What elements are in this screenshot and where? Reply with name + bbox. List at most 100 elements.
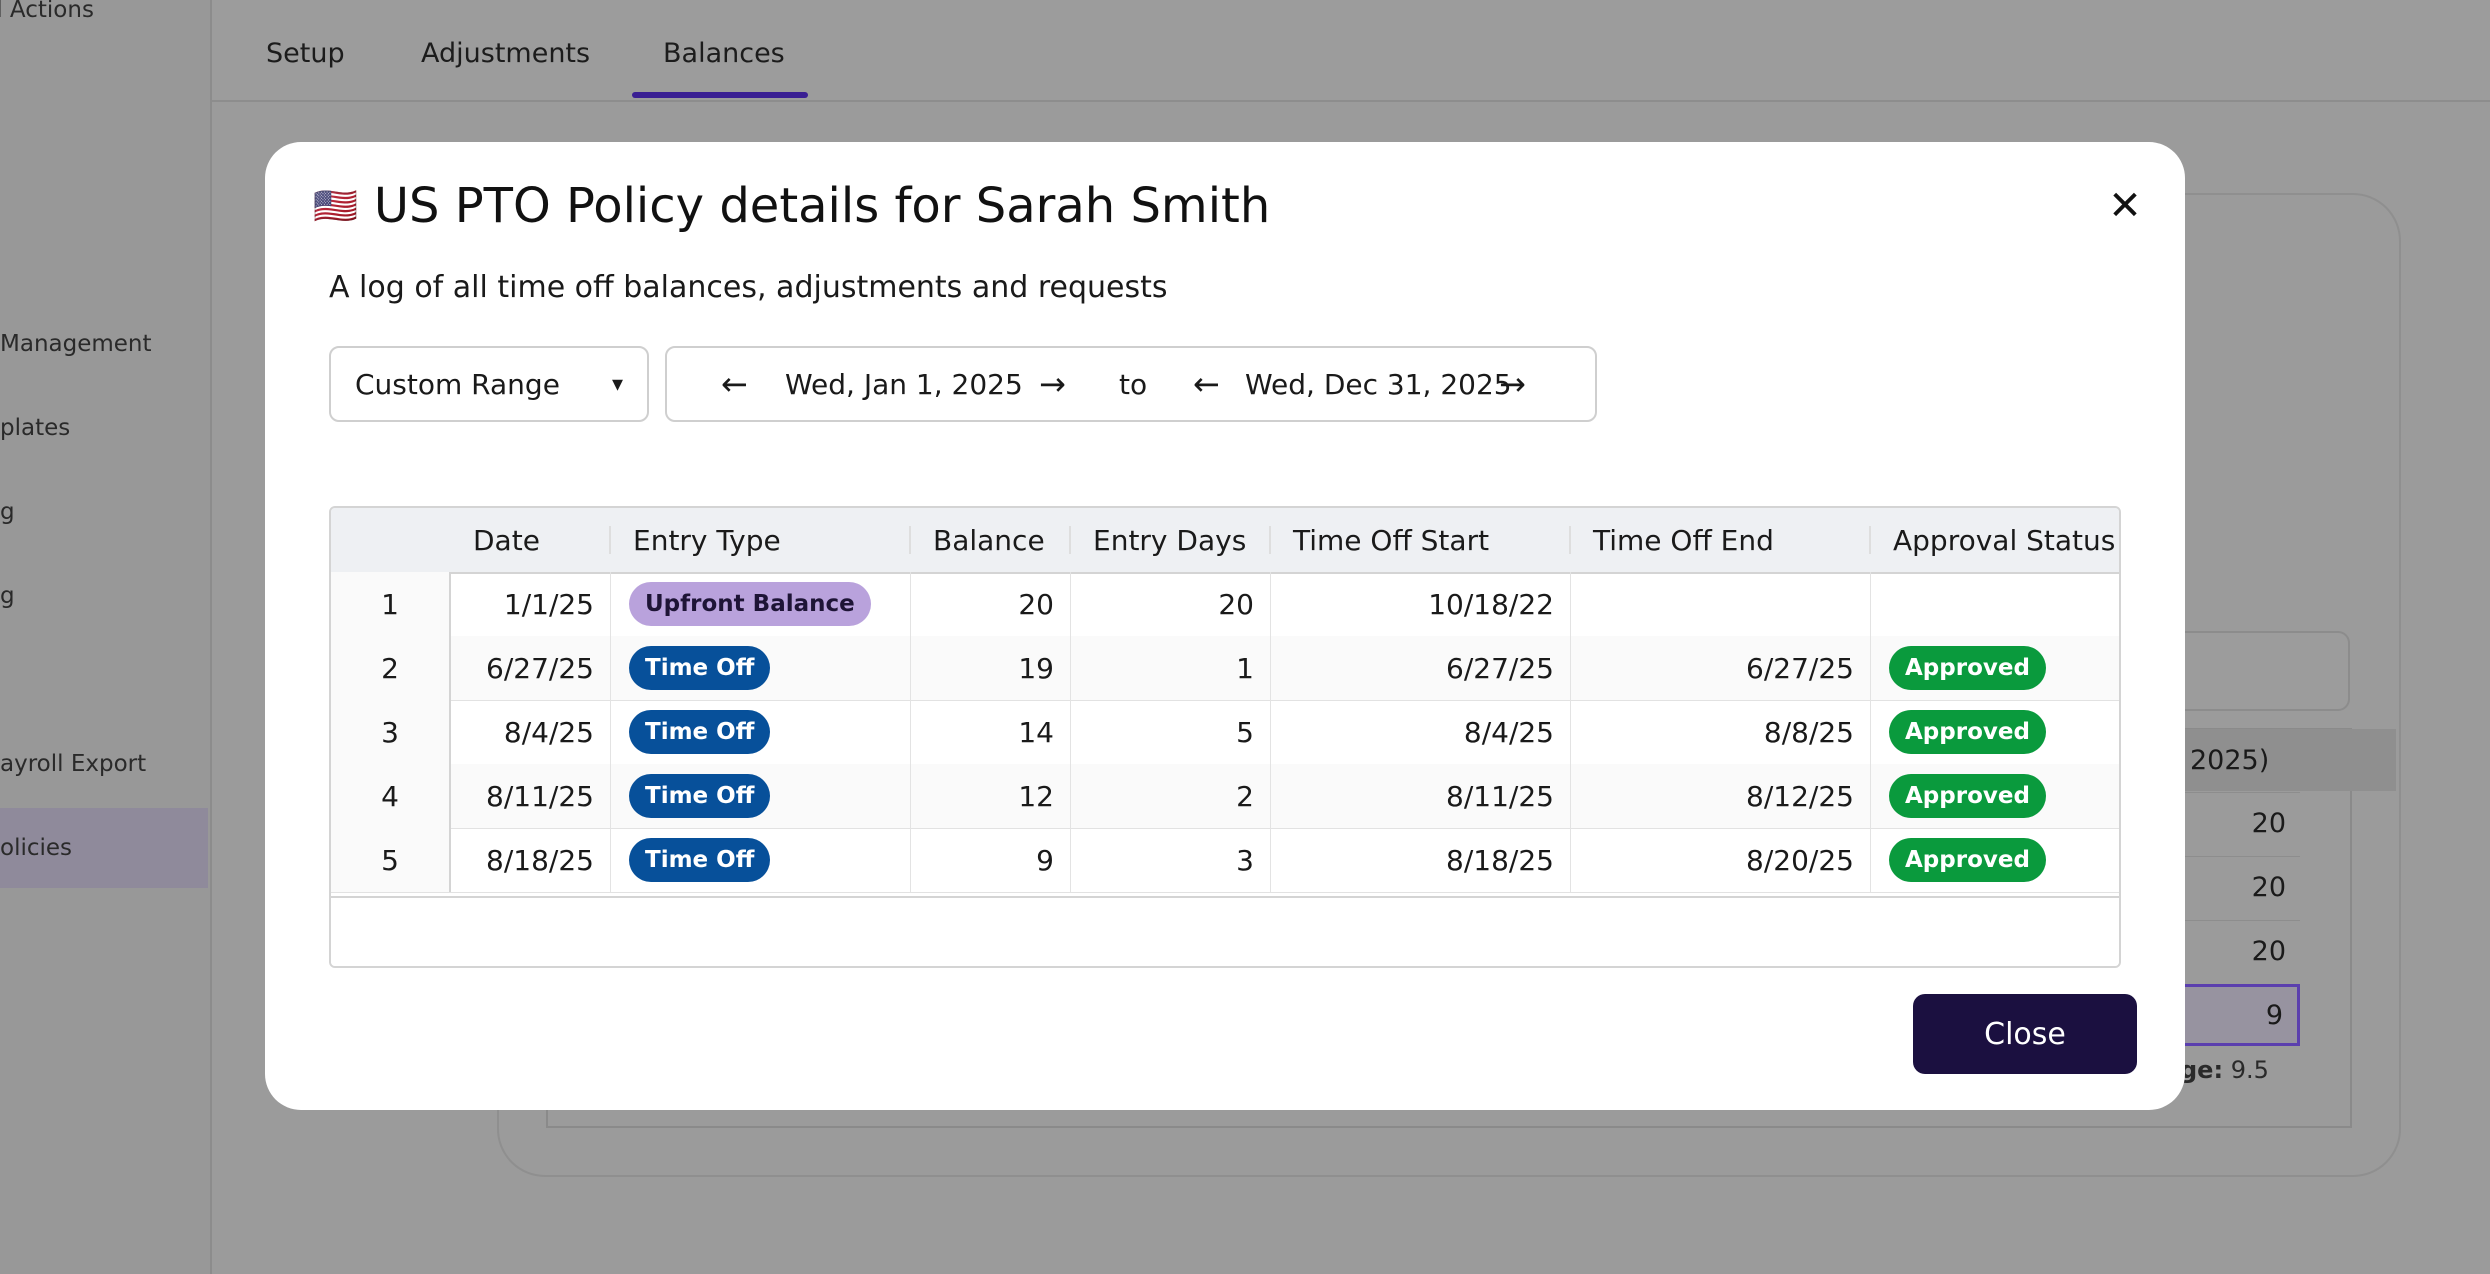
average-value: 9.5	[2230, 1056, 2269, 1084]
approval-status-cell[interactable]: Approved	[1871, 700, 2119, 764]
row-index: 4	[331, 764, 451, 828]
start-date[interactable]: Wed, Jan 1, 2025	[785, 367, 1023, 401]
entry-days-cell[interactable]: 1	[1071, 636, 1271, 700]
upfront-balance-badge: Upfront Balance	[629, 582, 871, 626]
close-button[interactable]: Close	[1913, 994, 2137, 1074]
entry-days-cell[interactable]: 3	[1071, 828, 1271, 892]
row-index: 3	[331, 700, 451, 764]
approved-badge: Approved	[1889, 710, 2046, 754]
entry-days-cell[interactable]: 20	[1071, 572, 1271, 636]
time-off-start-cell[interactable]: 8/18/25	[1271, 828, 1571, 892]
entry-type-cell[interactable]: Upfront Balance	[611, 572, 911, 636]
start-next-arrow-icon[interactable]: →	[1039, 365, 1066, 403]
tab-balances[interactable]: Balances	[663, 38, 785, 69]
approved-badge: Approved	[1889, 838, 2046, 882]
approved-badge: Approved	[1889, 646, 2046, 690]
approval-status-cell[interactable]: Approved	[1871, 828, 2119, 892]
balance-cell[interactable]: 9	[911, 828, 1071, 892]
time-off-end-cell[interactable]: 8/20/25	[1571, 828, 1871, 892]
column-header-date[interactable]: Date	[473, 523, 540, 557]
time-off-end-cell[interactable]: 6/27/25	[1571, 636, 1871, 700]
table-header: Date Entry Type Balance Entry Days Time …	[331, 508, 2119, 574]
active-tab-indicator	[632, 92, 808, 98]
sidebar-item-g2[interactable]: g	[0, 556, 208, 636]
date-cell[interactable]: 8/4/25	[451, 700, 611, 764]
column-divider	[1869, 526, 1871, 554]
background-cell: 20	[2090, 792, 2300, 854]
tab-bar: Setup Adjustments Balances	[212, 0, 2490, 102]
sidebar-item-label: d Actions	[0, 0, 94, 23]
date-cell[interactable]: 6/27/25	[451, 636, 611, 700]
column-header-time-off-start[interactable]: Time Off Start	[1293, 523, 1490, 557]
approval-status-cell[interactable]: Approved	[1871, 764, 2119, 828]
time-off-start-cell[interactable]: 8/4/25	[1271, 700, 1571, 764]
row-index: 5	[331, 828, 451, 892]
approval-status-cell[interactable]: Approved	[1871, 636, 2119, 700]
table-row[interactable]: 1 1/1/25 Upfront Balance 20 20 10/18/22	[331, 572, 2119, 637]
time-off-badge: Time Off	[629, 838, 771, 882]
table-row[interactable]: 2 6/27/25 Time Off 19 1 6/27/25 6/27/25 …	[331, 636, 2119, 701]
modal-subtitle: A log of all time off balances, adjustme…	[329, 270, 1168, 305]
sidebar-item-templates[interactable]: plates	[0, 388, 208, 468]
sidebar-item-payroll-export[interactable]: ayroll Export	[0, 724, 208, 804]
close-icon[interactable]: ✕	[2108, 183, 2142, 229]
tab-adjustments[interactable]: Adjustments	[421, 38, 591, 69]
column-header-entry-days[interactable]: Entry Days	[1093, 523, 1247, 557]
sidebar-item-label: olicies	[0, 835, 73, 861]
column-divider	[1269, 526, 1271, 554]
column-divider	[1069, 526, 1071, 554]
column-header-approval-status[interactable]: Approval Status	[1893, 523, 2116, 557]
time-off-start-cell[interactable]: 8/11/25	[1271, 764, 1571, 828]
balance-cell[interactable]: 20	[911, 572, 1071, 636]
range-select[interactable]: Custom Range ▾	[329, 346, 649, 422]
approved-badge: Approved	[1889, 774, 2046, 818]
entries-table: Date Entry Type Balance Entry Days Time …	[329, 506, 2121, 968]
date-cell[interactable]: 1/1/25	[451, 572, 611, 636]
sidebar-item-policies[interactable]: olicies	[0, 808, 208, 888]
date-cell[interactable]: 8/18/25	[451, 828, 611, 892]
sidebar: d Actions Management plates g g ayroll E…	[0, 0, 212, 1274]
end-next-arrow-icon[interactable]: →	[1499, 365, 1526, 403]
time-off-end-cell[interactable]: 8/8/25	[1571, 700, 1871, 764]
column-header-balance[interactable]: Balance	[933, 523, 1045, 557]
time-off-end-cell[interactable]: 8/12/25	[1571, 764, 1871, 828]
table-row[interactable]: 4 8/11/25 Time Off 12 2 8/11/25 8/12/25 …	[331, 764, 2119, 829]
date-cell[interactable]: 8/11/25	[451, 764, 611, 828]
background-cell: 20	[2090, 856, 2300, 918]
sidebar-item-actions[interactable]: d Actions	[0, 0, 208, 50]
time-off-start-cell[interactable]: 6/27/25	[1271, 636, 1571, 700]
approval-status-cell[interactable]	[1871, 572, 2119, 636]
table-row[interactable]: 5 8/18/25 Time Off 9 3 8/18/25 8/20/25 A…	[331, 828, 2119, 893]
end-prev-arrow-icon[interactable]: ←	[1193, 365, 1220, 403]
entry-days-cell[interactable]: 2	[1071, 764, 1271, 828]
column-divider	[609, 526, 611, 554]
entry-days-cell[interactable]: 5	[1071, 700, 1271, 764]
table-footer-empty	[331, 896, 2119, 966]
table-row[interactable]: 3 8/4/25 Time Off 14 5 8/4/25 8/8/25 App…	[331, 700, 2119, 765]
policy-details-modal: 🇺🇸 US PTO Policy details for Sarah Smith…	[265, 142, 2185, 1110]
time-off-badge: Time Off	[629, 774, 771, 818]
entry-type-cell[interactable]: Time Off	[611, 700, 911, 764]
column-header-time-off-end[interactable]: Time Off End	[1593, 523, 1774, 557]
end-date[interactable]: Wed, Dec 31, 2025	[1245, 367, 1512, 401]
tab-setup[interactable]: Setup	[266, 38, 345, 69]
balance-cell[interactable]: 12	[911, 764, 1071, 828]
start-prev-arrow-icon[interactable]: ←	[721, 365, 748, 403]
balance-cell[interactable]: 19	[911, 636, 1071, 700]
modal-title-text: US PTO Policy details for Sarah Smith	[373, 178, 1271, 234]
time-off-start-cell[interactable]: 10/18/22	[1271, 572, 1571, 636]
sidebar-item-label: Management	[0, 331, 152, 357]
average-label: ge:	[2180, 1056, 2224, 1084]
sidebar-item-label: g	[0, 583, 15, 609]
sidebar-item-g1[interactable]: g	[0, 472, 208, 552]
entry-type-cell[interactable]: Time Off	[611, 636, 911, 700]
sidebar-item-management[interactable]: Management	[0, 304, 208, 384]
entry-type-cell[interactable]: Time Off	[611, 764, 911, 828]
column-header-entry-type[interactable]: Entry Type	[633, 523, 781, 557]
background-table-header-cell	[2298, 729, 2348, 791]
time-off-badge: Time Off	[629, 710, 771, 754]
row-index: 2	[331, 636, 451, 700]
entry-type-cell[interactable]: Time Off	[611, 828, 911, 892]
balance-cell[interactable]: 14	[911, 700, 1071, 764]
time-off-end-cell[interactable]	[1571, 572, 1871, 636]
